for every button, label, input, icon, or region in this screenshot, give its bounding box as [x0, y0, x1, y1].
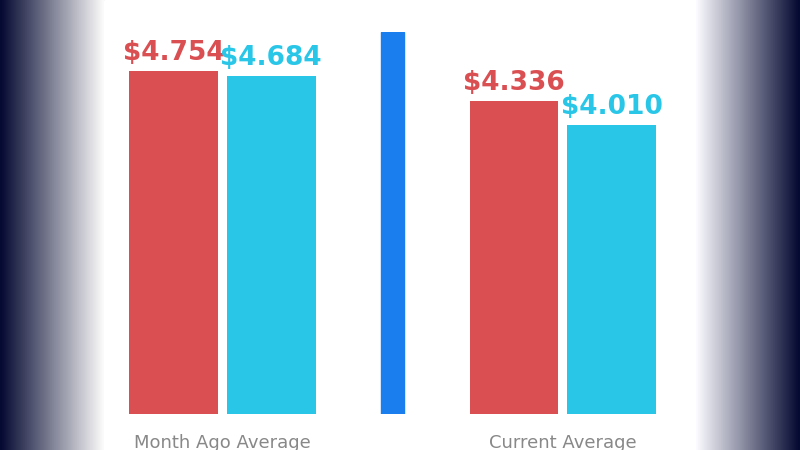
Text: $4.754: $4.754 [122, 40, 224, 66]
Text: Month Ago Average: Month Ago Average [134, 434, 310, 450]
Text: $4.684: $4.684 [221, 45, 322, 71]
Text: $4.010: $4.010 [561, 94, 662, 120]
Bar [104, 0, 696, 450]
Bar [470, 101, 558, 414]
Text: $4.336: $4.336 [463, 70, 565, 96]
Text: Current Average: Current Average [489, 434, 637, 450]
Bar [227, 76, 316, 414]
Bar [381, 32, 405, 425]
Bar [129, 71, 218, 414]
Bar [567, 125, 656, 414]
